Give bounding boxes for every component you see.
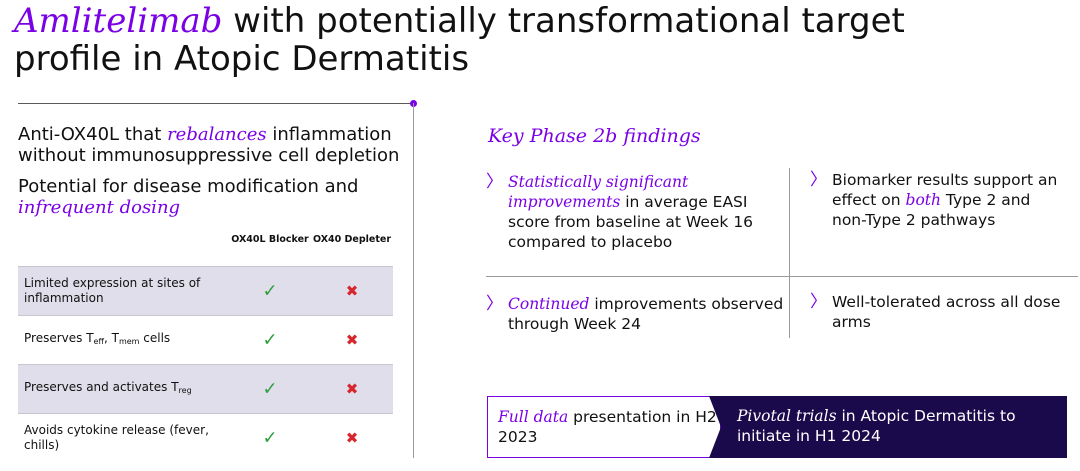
- finding-continued: 〉 Continued improvements observed throug…: [486, 294, 784, 333]
- row-label: Limited expression at sites of inflammat…: [24, 276, 201, 305]
- emphasis-rebalances: rebalances: [167, 124, 267, 145]
- row-label: Preserves Teff, Tmem cells: [24, 331, 171, 346]
- brand-name: Amlitelimab: [14, 1, 223, 41]
- intro-paragraph-2: Potential for disease modification and i…: [18, 176, 359, 218]
- title-line2: profile in Atopic Dermatitis: [14, 39, 470, 79]
- top-rule: [18, 103, 413, 104]
- cross-icon: ✖: [345, 331, 359, 349]
- finding-biomarker: 〉 Biomarker results support an effect on…: [810, 170, 1058, 229]
- chevron-right-icon: 〉: [810, 170, 827, 190]
- table-row: Preserves and activates Treg ✓ ✖: [18, 364, 393, 413]
- table-row: Avoids cytokine release (fever, chills) …: [18, 413, 393, 462]
- findings-heading: Key Phase 2b findings: [488, 125, 701, 147]
- header-ox40l-blocker: OX40L Blocker: [231, 234, 309, 245]
- left-intro: Anti-OX40L that rebalances inflammation …: [18, 124, 413, 218]
- table-header: OX40L Blocker OX40 Depleter: [18, 234, 393, 266]
- findings-divider-vertical: [789, 168, 790, 338]
- check-icon: ✓: [262, 329, 278, 351]
- findings-divider-horizontal: [486, 276, 1078, 277]
- full-data-box: Full data presentation in H2 2023: [487, 396, 721, 458]
- comparison-table: OX40L Blocker OX40 Depleter Limited expr…: [18, 234, 393, 462]
- check-icon: ✓: [262, 280, 278, 302]
- cross-icon: ✖: [345, 380, 359, 398]
- slide-title: Amlitelimab with potentially transformat…: [14, 2, 1064, 78]
- timeline-banner: Full data presentation in H2 2023 Pivota…: [487, 396, 1067, 458]
- finding-significance: 〉 Statistically significant improvements…: [486, 172, 754, 251]
- cross-icon: ✖: [345, 429, 359, 447]
- finding-tolerated: 〉 Well-tolerated across all dose arms: [810, 292, 1061, 331]
- row-label: Avoids cytokine release (fever, chills): [24, 423, 209, 452]
- chevron-right-icon: 〉: [486, 294, 503, 314]
- chevron-right-icon: 〉: [810, 292, 827, 312]
- emphasis-infrequent-dosing: infrequent dosing: [18, 197, 181, 218]
- table-row: Limited expression at sites of inflammat…: [18, 266, 393, 315]
- chevron-right-icon: 〉: [486, 172, 503, 192]
- intro-paragraph-1: Anti-OX40L that rebalances inflammation …: [18, 124, 400, 166]
- pivotal-trials-box: Pivotal trials in Atopic Dermatitis to i…: [709, 396, 1067, 458]
- row-label: Preserves and activates Treg: [24, 380, 192, 395]
- title-line1: with potentially transformational target: [222, 1, 905, 41]
- header-ox40-depleter: OX40 Depleter: [312, 234, 392, 245]
- table-row: Preserves Teff, Tmem cells ✓ ✖: [18, 315, 393, 364]
- check-icon: ✓: [262, 378, 278, 400]
- check-icon: ✓: [262, 427, 278, 449]
- divider-vertical: [413, 103, 414, 458]
- cross-icon: ✖: [345, 282, 359, 300]
